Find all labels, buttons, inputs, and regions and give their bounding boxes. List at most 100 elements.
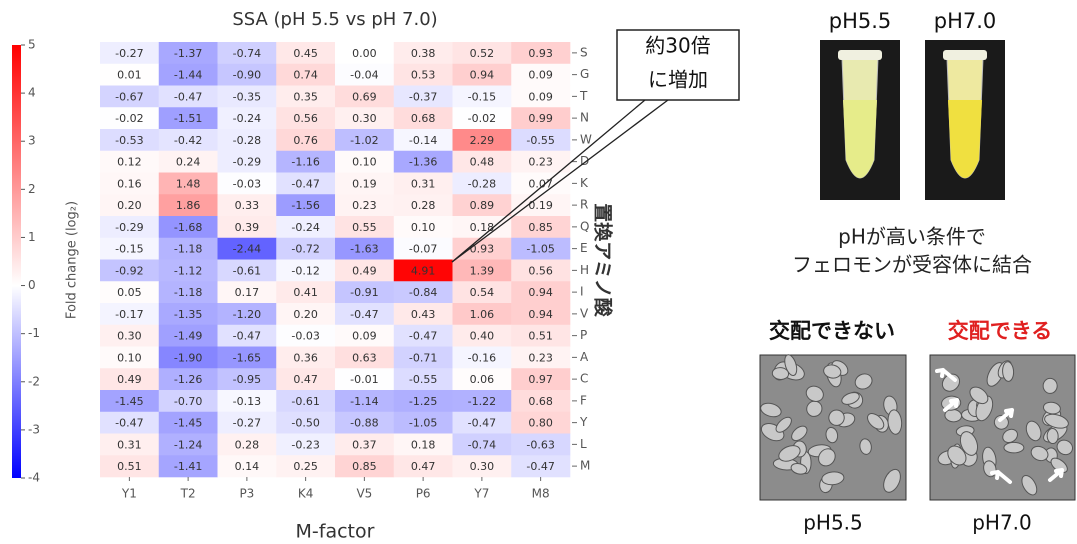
cell-label: -0.03 bbox=[291, 330, 319, 343]
cell-label: -1.90 bbox=[174, 351, 202, 364]
figure: SSA (pH 5.5 vs pH 7.0) M-factor 置換アミノ酸 F… bbox=[0, 0, 1077, 544]
cell-label: -0.90 bbox=[233, 69, 261, 82]
cell-label: 0.14 bbox=[235, 460, 260, 473]
annotation-text: 約30倍 bbox=[645, 34, 710, 58]
cell-label: 0.89 bbox=[470, 199, 495, 212]
cell-label: 0.31 bbox=[411, 177, 436, 190]
cell-label: 0.47 bbox=[293, 373, 318, 386]
cell-label: 0.10 bbox=[117, 351, 142, 364]
cell-label: -0.88 bbox=[350, 417, 378, 430]
y-tick-label: C bbox=[580, 372, 588, 386]
colorbar-tick-label: 2 bbox=[28, 182, 36, 196]
cell-label: -0.29 bbox=[233, 156, 261, 169]
colorbar-tick-label: 5 bbox=[28, 38, 36, 52]
tube-label: pH5.5 bbox=[829, 9, 892, 33]
colorbar-label: Fold change (log₂) bbox=[65, 201, 80, 319]
cell-label: -1.37 bbox=[174, 47, 202, 60]
cell-label: 0.97 bbox=[528, 373, 553, 386]
cell-label: -1.18 bbox=[174, 286, 202, 299]
cell-label: -1.36 bbox=[409, 156, 437, 169]
y-tick-label: D bbox=[580, 154, 589, 168]
cell-label: 1.48 bbox=[176, 177, 201, 190]
cell-label: -0.74 bbox=[233, 47, 261, 60]
cell-label: -0.74 bbox=[468, 438, 496, 451]
cell-label: 0.30 bbox=[352, 112, 377, 125]
x-tick-label: K4 bbox=[298, 487, 314, 501]
x-axis-label: M-factor bbox=[296, 521, 375, 543]
y-tick-label: M bbox=[580, 459, 590, 473]
cell-label: -1.22 bbox=[468, 395, 496, 408]
y-tick-label: F bbox=[580, 393, 587, 407]
y-tick-label: H bbox=[580, 263, 589, 277]
cell-label: 0.28 bbox=[235, 438, 260, 451]
yeast-cell bbox=[1043, 378, 1057, 393]
y-tick-label: S bbox=[580, 45, 588, 59]
cell-label: -0.03 bbox=[233, 177, 261, 190]
yeast-cell bbox=[1004, 442, 1024, 453]
cell-label: -0.95 bbox=[233, 373, 261, 386]
x-tick-label: Y1 bbox=[121, 487, 137, 501]
cell-label: -1.63 bbox=[350, 243, 378, 256]
cell-label: -1.49 bbox=[174, 330, 202, 343]
cell-label: -1.18 bbox=[174, 243, 202, 256]
colorbar-tick-label: -4 bbox=[28, 471, 40, 485]
cell-label: 0.94 bbox=[528, 308, 553, 321]
cell-label: 0.53 bbox=[411, 69, 436, 82]
cell-label: -0.35 bbox=[233, 90, 261, 103]
caption: pHが高い条件で bbox=[838, 225, 986, 249]
cell-label: 0.10 bbox=[411, 221, 436, 234]
cell-label: -0.28 bbox=[233, 134, 261, 147]
cell-label: -0.61 bbox=[233, 264, 261, 277]
x-tick-label: Y7 bbox=[473, 487, 489, 501]
cell-label: 0.10 bbox=[352, 156, 377, 169]
y-tick-label: N bbox=[580, 111, 589, 125]
cell-label: -0.67 bbox=[115, 90, 143, 103]
cell-label: 0.28 bbox=[411, 199, 436, 212]
cell-label: -1.20 bbox=[233, 308, 261, 321]
cell-label: -0.24 bbox=[233, 112, 261, 125]
cell-label: 0.76 bbox=[293, 134, 318, 147]
cell-label: -0.55 bbox=[526, 134, 554, 147]
cell-label: 0.06 bbox=[470, 373, 495, 386]
cell-label: 0.23 bbox=[528, 156, 553, 169]
y-tick-label: K bbox=[580, 176, 589, 190]
cell-label: 0.25 bbox=[293, 460, 318, 473]
colorbar-tick-label: 0 bbox=[28, 278, 36, 292]
cell-label: 0.23 bbox=[352, 199, 377, 212]
y-tick-label: A bbox=[580, 350, 589, 364]
cell-label: 0.51 bbox=[117, 460, 142, 473]
cell-label: -0.84 bbox=[409, 286, 437, 299]
cell-label: -1.56 bbox=[291, 199, 319, 212]
cell-label: 0.56 bbox=[528, 264, 553, 277]
cell-label: -0.42 bbox=[174, 134, 202, 147]
colorbar-tick-label: -2 bbox=[28, 374, 40, 388]
cell-label: -0.55 bbox=[409, 373, 437, 386]
colorbar-tick-label: -1 bbox=[28, 326, 40, 340]
cell-label: -0.37 bbox=[409, 90, 437, 103]
cell-label: -0.28 bbox=[468, 177, 496, 190]
cell-label: -1.02 bbox=[350, 134, 378, 147]
cell-label: 0.05 bbox=[117, 286, 142, 299]
cell-label: -0.61 bbox=[291, 395, 319, 408]
y-tick-label: G bbox=[580, 67, 589, 81]
cell-label: -1.26 bbox=[174, 373, 202, 386]
cell-label: -0.70 bbox=[174, 395, 202, 408]
cell-label: 0.68 bbox=[528, 395, 553, 408]
cell-label: -1.25 bbox=[409, 395, 437, 408]
cell-label: 0.17 bbox=[235, 286, 260, 299]
tube-photo bbox=[925, 40, 1005, 200]
cell-label: 0.85 bbox=[352, 460, 377, 473]
cell-label: 0.30 bbox=[117, 330, 142, 343]
cell-label: 1.39 bbox=[470, 264, 495, 277]
cell-label: 0.36 bbox=[293, 351, 318, 364]
cell-label: -1.68 bbox=[174, 221, 202, 234]
y-tick-label: Q bbox=[580, 219, 589, 233]
colorbar-tick-label: 3 bbox=[28, 134, 36, 148]
cell-label: -0.27 bbox=[233, 417, 261, 430]
cell-label: -0.47 bbox=[174, 90, 202, 103]
cell-label: 0.01 bbox=[117, 69, 142, 82]
cell-label: 0.93 bbox=[528, 47, 553, 60]
cell-label: 0.63 bbox=[352, 351, 377, 364]
cell-label: -1.41 bbox=[174, 460, 202, 473]
colorbar-tick-label: -3 bbox=[28, 422, 40, 436]
